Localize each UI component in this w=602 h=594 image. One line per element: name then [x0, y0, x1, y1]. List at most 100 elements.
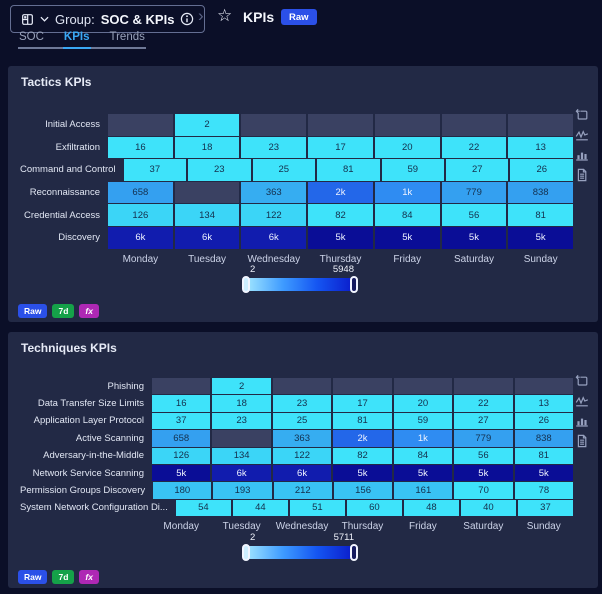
heatmap-cell[interactable]: 134	[174, 204, 240, 226]
heatmap-cell[interactable]: 84	[393, 447, 453, 464]
badge-raw[interactable]: Raw	[18, 570, 48, 584]
heatmap-cell[interactable]	[514, 378, 573, 395]
heatmap-cell[interactable]: 2k	[333, 430, 392, 447]
heatmap-cell[interactable]	[152, 378, 211, 395]
heatmap-cell[interactable]: 6k	[272, 464, 332, 482]
heatmap-cell[interactable]: 81	[514, 447, 573, 464]
heatmap-cell[interactable]: 81	[317, 159, 380, 181]
heatmap-cell[interactable]: 6k	[108, 226, 173, 249]
heatmap-cell[interactable]: 17	[308, 136, 373, 159]
heatmap-cell[interactable]: 56	[441, 204, 507, 226]
heatmap-cell[interactable]	[241, 114, 307, 136]
heatmap-cell[interactable]: 5k	[441, 226, 507, 249]
heatmap-cell[interactable]: 18	[212, 395, 271, 412]
heatmap-cell[interactable]: 6k	[241, 226, 307, 249]
tab-kpis[interactable]: KPIs	[62, 31, 91, 49]
heatmap-cell[interactable]: 5k	[514, 464, 573, 482]
heatmap-cell[interactable]: 2	[212, 378, 271, 395]
heatmap-cell[interactable]	[108, 114, 173, 136]
heatmap-cell[interactable]: 23	[241, 136, 307, 159]
heatmap-cell[interactable]: 134	[212, 447, 271, 464]
heatmap-cell[interactable]: 81	[508, 204, 574, 226]
heatmap-cell[interactable]: 22	[441, 136, 507, 159]
line-chart-icon[interactable]	[575, 394, 589, 408]
heatmap-cell[interactable]: 23	[188, 159, 251, 181]
heatmap-cell[interactable]: 193	[213, 482, 272, 499]
heatmap-cell[interactable]: 20	[374, 136, 440, 159]
heatmap-cell[interactable]: 82	[333, 447, 392, 464]
heatmap-cell[interactable]: 26	[514, 412, 573, 430]
raw-mode-badge[interactable]: Raw	[281, 9, 317, 25]
slider-track[interactable]	[242, 544, 358, 561]
heatmap-cell[interactable]: 48	[403, 499, 459, 517]
info-icon[interactable]	[180, 12, 194, 26]
heatmap-cell[interactable]: 5k	[374, 226, 440, 249]
badge-7d[interactable]: 7d	[52, 570, 75, 584]
heatmap-cell[interactable]: 6k	[212, 464, 271, 482]
badge-7d[interactable]: 7d	[52, 304, 75, 318]
heatmap-cell[interactable]	[333, 378, 392, 395]
heatmap-cell[interactable]: 363	[272, 430, 332, 447]
heatmap-cell[interactable]: 26	[510, 159, 573, 181]
heatmap-cell[interactable]: 37	[152, 412, 211, 430]
heatmap-cell[interactable]: 16	[152, 395, 211, 412]
badge-fx[interactable]: fx	[79, 570, 99, 584]
heatmap-cell[interactable]: 180	[153, 482, 212, 499]
heatmap-cell[interactable]: 51	[289, 499, 345, 517]
heatmap-cell[interactable]	[308, 114, 373, 136]
badge-raw[interactable]: Raw	[18, 304, 48, 318]
bar-chart-icon[interactable]	[575, 414, 589, 428]
heatmap-cell[interactable]	[212, 430, 271, 447]
slider-handle-max[interactable]	[350, 544, 358, 561]
line-chart-icon[interactable]	[575, 128, 589, 142]
heatmap-cell[interactable]: 838	[514, 430, 573, 447]
heatmap-cell[interactable]: 779	[454, 430, 513, 447]
heatmap-cell[interactable]: 54	[175, 499, 231, 517]
heatmap-cell[interactable]: 658	[108, 181, 173, 204]
heatmap-cell[interactable]: 5k	[508, 226, 574, 249]
heatmap-cell[interactable]: 2	[174, 114, 240, 136]
bar-chart-icon[interactable]	[575, 148, 589, 162]
heatmap-cell[interactable]: 6k	[174, 226, 240, 249]
heatmap-cell[interactable]	[454, 378, 513, 395]
heatmap-cell[interactable]: 1k	[393, 430, 453, 447]
heatmap-cell[interactable]: 23	[212, 412, 271, 430]
crop-icon[interactable]	[575, 374, 589, 388]
heatmap-cell[interactable]: 17	[333, 395, 392, 412]
heatmap-cell[interactable]: 44	[232, 499, 288, 517]
heatmap-cell[interactable]: 126	[108, 204, 173, 226]
heatmap-cell[interactable]: 59	[381, 159, 444, 181]
slider-handle-max[interactable]	[350, 276, 358, 293]
heatmap-cell[interactable]	[174, 181, 240, 204]
badge-fx[interactable]: fx	[79, 304, 99, 318]
heatmap-cell[interactable]: 70	[454, 482, 513, 499]
heatmap-cell[interactable]: 40	[460, 499, 516, 517]
heatmap-cell[interactable]: 23	[272, 395, 332, 412]
heatmap-cell[interactable]: 81	[333, 412, 392, 430]
heatmap-cell[interactable]: 60	[346, 499, 402, 517]
heatmap-cell[interactable]: 658	[152, 430, 211, 447]
heatmap-cell[interactable]: 27	[446, 159, 509, 181]
heatmap-cell[interactable]: 27	[454, 412, 513, 430]
slider-handle-min[interactable]	[242, 544, 250, 561]
tab-soc[interactable]: SOC	[19, 31, 44, 43]
heatmap-cell[interactable]: 779	[441, 181, 507, 204]
star-outline-icon[interactable]: ☆	[217, 6, 233, 25]
heatmap-cell[interactable]: 5k	[333, 464, 392, 482]
heatmap-cell[interactable]: 126	[152, 447, 211, 464]
heatmap-cell[interactable]: 5k	[393, 464, 453, 482]
heatmap-cell[interactable]: 37	[517, 499, 573, 517]
heatmap-cell[interactable]: 20	[393, 395, 453, 412]
heatmap-cell[interactable]: 161	[394, 482, 453, 499]
heatmap-cell[interactable]: 5k	[454, 464, 513, 482]
heatmap-cell[interactable]: 212	[273, 482, 332, 499]
heatmap-cell[interactable]: 156	[333, 482, 393, 499]
heatmap-cell[interactable]: 22	[454, 395, 513, 412]
heatmap-cell[interactable]: 84	[374, 204, 440, 226]
heatmap-cell[interactable]: 122	[272, 447, 332, 464]
heatmap-cell[interactable]	[508, 114, 574, 136]
slider-handle-min[interactable]	[242, 276, 250, 293]
heatmap-cell[interactable]: 13	[514, 395, 573, 412]
heatmap-cell[interactable]: 25	[252, 159, 316, 181]
document-icon[interactable]	[575, 434, 589, 448]
